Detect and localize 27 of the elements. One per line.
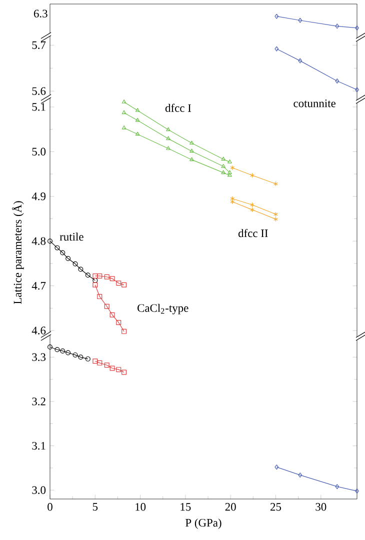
y-tick-label: 3.1 <box>32 442 46 450</box>
annotation: dfcc I <box>165 104 192 112</box>
y-tick-label: 5.6 <box>32 87 46 95</box>
y-tick-label: 4.8 <box>32 237 46 245</box>
x-tick-label: 5 <box>92 503 98 511</box>
x-axis-title: P (GPa) <box>186 518 222 529</box>
x-tick-label: 25 <box>270 503 282 511</box>
y-tick-label: 3.3 <box>32 353 46 362</box>
y-tick-label: 4.9 <box>32 192 46 200</box>
annotation: CaCl$_{2}$-type <box>138 304 188 314</box>
x-tick-label: 15 <box>180 503 191 511</box>
y-tick-label: 3.0 <box>32 486 46 494</box>
x-tick-label: 20 <box>225 503 236 511</box>
annotation: dfcc II <box>238 228 268 238</box>
x-tick-label: 30 <box>316 503 326 511</box>
y-tick-label: 5.0 <box>32 148 46 156</box>
text: 6.3 <box>34 10 48 18</box>
x-tick-label: 10 <box>136 503 146 511</box>
y-tick-label: 4.6 <box>32 326 46 334</box>
y-tick-label: 5.1 <box>32 103 46 111</box>
x-tick-label: 0 <box>48 503 52 511</box>
y-tick-label: 3.2 <box>32 398 46 406</box>
annotation: rutile <box>60 232 84 241</box>
y-tick-label: 5.7 <box>32 41 46 50</box>
y-axis-title: Lattice parameters (Å) <box>12 201 24 304</box>
y-tick-label: 4.7 <box>32 282 46 290</box>
annotation: cotunnite <box>294 100 336 108</box>
